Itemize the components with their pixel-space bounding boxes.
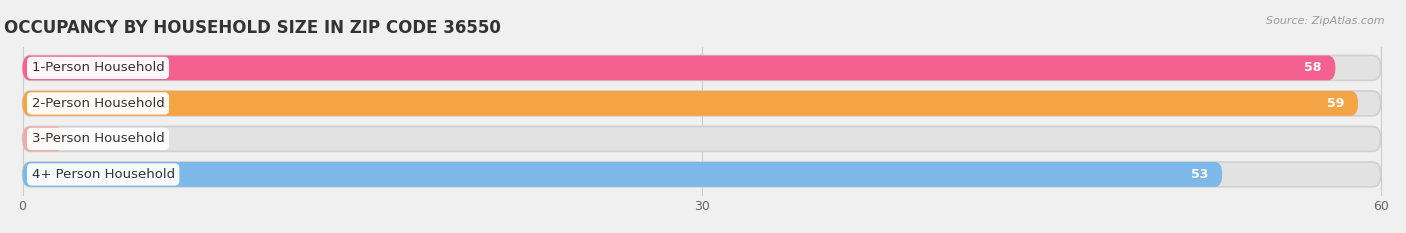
FancyBboxPatch shape [22,91,1381,116]
Text: 1-Person Household: 1-Person Household [31,62,165,74]
FancyBboxPatch shape [22,127,63,151]
Text: 59: 59 [1327,97,1344,110]
Text: OCCUPANCY BY HOUSEHOLD SIZE IN ZIP CODE 36550: OCCUPANCY BY HOUSEHOLD SIZE IN ZIP CODE … [4,19,501,37]
FancyBboxPatch shape [22,162,1222,187]
FancyBboxPatch shape [22,127,1381,151]
FancyBboxPatch shape [22,91,1358,116]
FancyBboxPatch shape [22,55,1381,80]
Text: 58: 58 [1305,62,1322,74]
Text: 53: 53 [1191,168,1209,181]
Text: 2-Person Household: 2-Person Household [31,97,165,110]
Text: Source: ZipAtlas.com: Source: ZipAtlas.com [1267,16,1385,26]
Text: 4+ Person Household: 4+ Person Household [31,168,174,181]
Text: 0: 0 [77,132,84,145]
Text: 3-Person Household: 3-Person Household [31,132,165,145]
FancyBboxPatch shape [22,55,1336,80]
FancyBboxPatch shape [22,162,1381,187]
